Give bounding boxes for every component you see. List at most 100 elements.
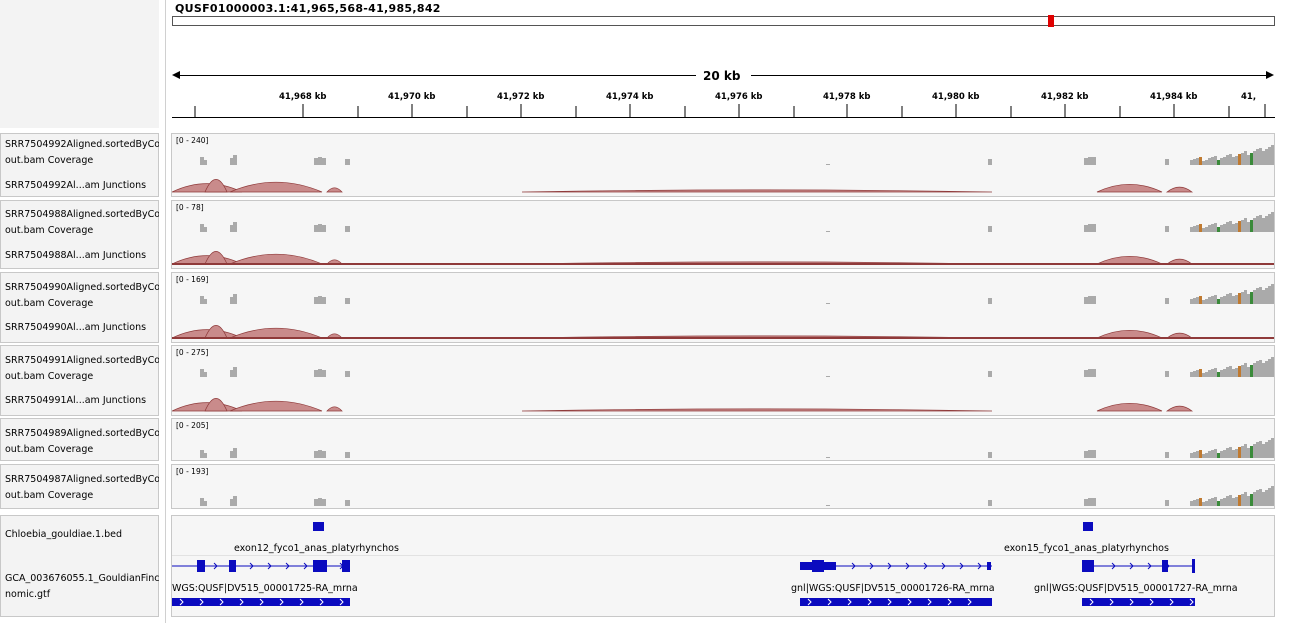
coverage-plot[interactable] (172, 465, 1274, 508)
ideogram-current-region-marker (1048, 15, 1054, 27)
junction-track-name[interactable]: SRR7504990Al...am Junctions (5, 322, 147, 333)
coverage-bar (1265, 490, 1268, 506)
coverage-track-name-line2[interactable]: out.bam Coverage (5, 225, 94, 236)
splice-junction-arc[interactable] (521, 189, 993, 193)
coverage-bar (1196, 451, 1199, 458)
coverage-bar (1190, 372, 1193, 377)
gene-models[interactable] (172, 556, 1276, 618)
junction-track-name[interactable]: SRR7504992Al...am Junctions (5, 180, 147, 191)
gtf-track-name-line1[interactable]: GCA_003676055.1_GouldianFinch_ge (5, 573, 159, 584)
coverage-bar (1229, 366, 1232, 377)
coverage-bar (1223, 498, 1226, 506)
splice-junction-arc[interactable] (229, 400, 323, 412)
coverage-bar (1214, 497, 1217, 506)
coverage-bar (1214, 368, 1217, 377)
splice-junction-arc[interactable] (326, 406, 343, 412)
junction-track-name[interactable]: SRR7504988Al...am Junctions (5, 250, 147, 261)
coverage-bar (1165, 159, 1169, 165)
track-name-box[interactable] (0, 464, 159, 509)
coverage-track-name[interactable]: SRR7504988Aligned.sortedByCoord. (5, 209, 159, 220)
track-name-box[interactable] (0, 345, 159, 416)
coverage-track-name[interactable]: SRR7504987Aligned.sortedByCoord. (5, 474, 159, 485)
bed-feature-exon15[interactable] (1083, 522, 1093, 531)
bed-feature-exon12[interactable] (313, 522, 324, 531)
gtf-track-name-line2[interactable]: nomic.gtf (5, 589, 51, 600)
exon-block[interactable] (229, 560, 236, 572)
coverage-plot[interactable] (172, 134, 1274, 196)
coverage-bar (1202, 161, 1205, 165)
coverage-track-name[interactable]: SRR7504990Aligned.sortedByCoord. (5, 282, 159, 293)
exon-block[interactable] (197, 560, 205, 572)
coverage-bar (1241, 153, 1244, 165)
track-data-box: [0 - 193] (171, 464, 1275, 509)
coverage-bar (1241, 292, 1244, 304)
splice-junction-arc[interactable] (229, 181, 323, 193)
bed-track-name-box[interactable] (0, 515, 159, 555)
junction-track-name[interactable]: SRR7504991Al...am Junctions (5, 395, 147, 406)
splice-junction-arc[interactable] (1096, 330, 1163, 339)
cds-bar[interactable] (172, 598, 350, 606)
gtf-track-name-box[interactable] (0, 555, 159, 617)
splice-junction-arc[interactable] (1096, 403, 1163, 412)
coverage-track-name[interactable]: SRR7504989Aligned.sortedByCoord. (5, 428, 159, 439)
track-name-box[interactable] (0, 133, 159, 197)
splice-junction-arc[interactable] (1096, 256, 1163, 265)
splice-junction-arc[interactable] (1096, 184, 1163, 193)
cds-strand-arrow-icon (219, 598, 224, 606)
cds-bar[interactable] (800, 598, 992, 606)
coverage-bar (1084, 370, 1088, 377)
splice-junction-arc[interactable] (326, 187, 343, 193)
track-name-box[interactable] (0, 272, 159, 343)
exon-block[interactable] (1162, 560, 1168, 572)
cds-strand-arrow-icon (1189, 598, 1194, 606)
exon-block[interactable] (800, 562, 812, 570)
exon-block[interactable] (1192, 559, 1195, 573)
ruler-tick-label: 41,970 kb (388, 92, 436, 102)
coverage-bar (1229, 221, 1232, 232)
splice-junction-arc[interactable] (1165, 405, 1194, 412)
coverage-bar (1223, 157, 1226, 165)
cds-bar[interactable] (1082, 598, 1195, 606)
coverage-bar (200, 296, 204, 304)
bed-track-name[interactable]: Chloebia_gouldiae.1.bed (5, 529, 123, 540)
coverage-range-label: [0 - 169] (176, 275, 209, 284)
coverage-track-name-line2[interactable]: out.bam Coverage (5, 298, 94, 309)
coverage-track-name-line2[interactable]: out.bam Coverage (5, 490, 94, 501)
scale-arrow-right-icon (1266, 71, 1274, 79)
chromosome-ideogram[interactable] (172, 15, 1275, 27)
exon-block[interactable] (342, 560, 350, 572)
exon-block[interactable] (812, 560, 824, 572)
exon-block[interactable] (824, 562, 836, 570)
coverage-track-name[interactable]: SRR7504992Aligned.sortedByCoord. (5, 139, 159, 150)
splice-junction-arc[interactable] (229, 327, 323, 339)
coverage-track-name[interactable]: SRR7504991Aligned.sortedByCoord. (5, 355, 159, 366)
track-name-box[interactable] (0, 200, 159, 269)
coverage-bar (1250, 365, 1253, 377)
coverage-bar (1238, 293, 1241, 304)
coverage-plot[interactable] (172, 346, 1274, 415)
coverage-plot[interactable] (172, 419, 1274, 460)
ruler-ticks (194, 104, 1266, 117)
coverage-bar (1247, 448, 1250, 458)
coverage-bar (826, 164, 830, 165)
exon-block[interactable] (1082, 560, 1094, 572)
coverage-track-name-line2[interactable]: out.bam Coverage (5, 371, 94, 382)
coverage-track-name-line2[interactable]: out.bam Coverage (5, 155, 94, 166)
exon-block[interactable] (987, 562, 991, 570)
coverage-plot[interactable] (172, 201, 1274, 268)
coverage-bar (1244, 218, 1247, 232)
coverage-track-name-line2[interactable]: out.bam Coverage (5, 444, 94, 455)
exon-block[interactable] (313, 560, 327, 572)
splice-junction-arc[interactable] (1165, 186, 1194, 193)
coverage-bar (1241, 365, 1244, 377)
splice-junction-arc[interactable] (204, 179, 228, 193)
coverage-bar (1223, 369, 1226, 377)
splice-junction-arc[interactable] (229, 253, 323, 265)
track-name-box[interactable] (0, 418, 159, 461)
coverage-plot[interactable] (172, 273, 1274, 342)
splice-junction-arc[interactable] (204, 325, 228, 339)
panel-divider[interactable] (165, 0, 166, 623)
splice-junction-arc[interactable] (204, 398, 228, 412)
splice-junction-arc[interactable] (204, 251, 228, 265)
splice-junction-arc[interactable] (521, 408, 993, 412)
